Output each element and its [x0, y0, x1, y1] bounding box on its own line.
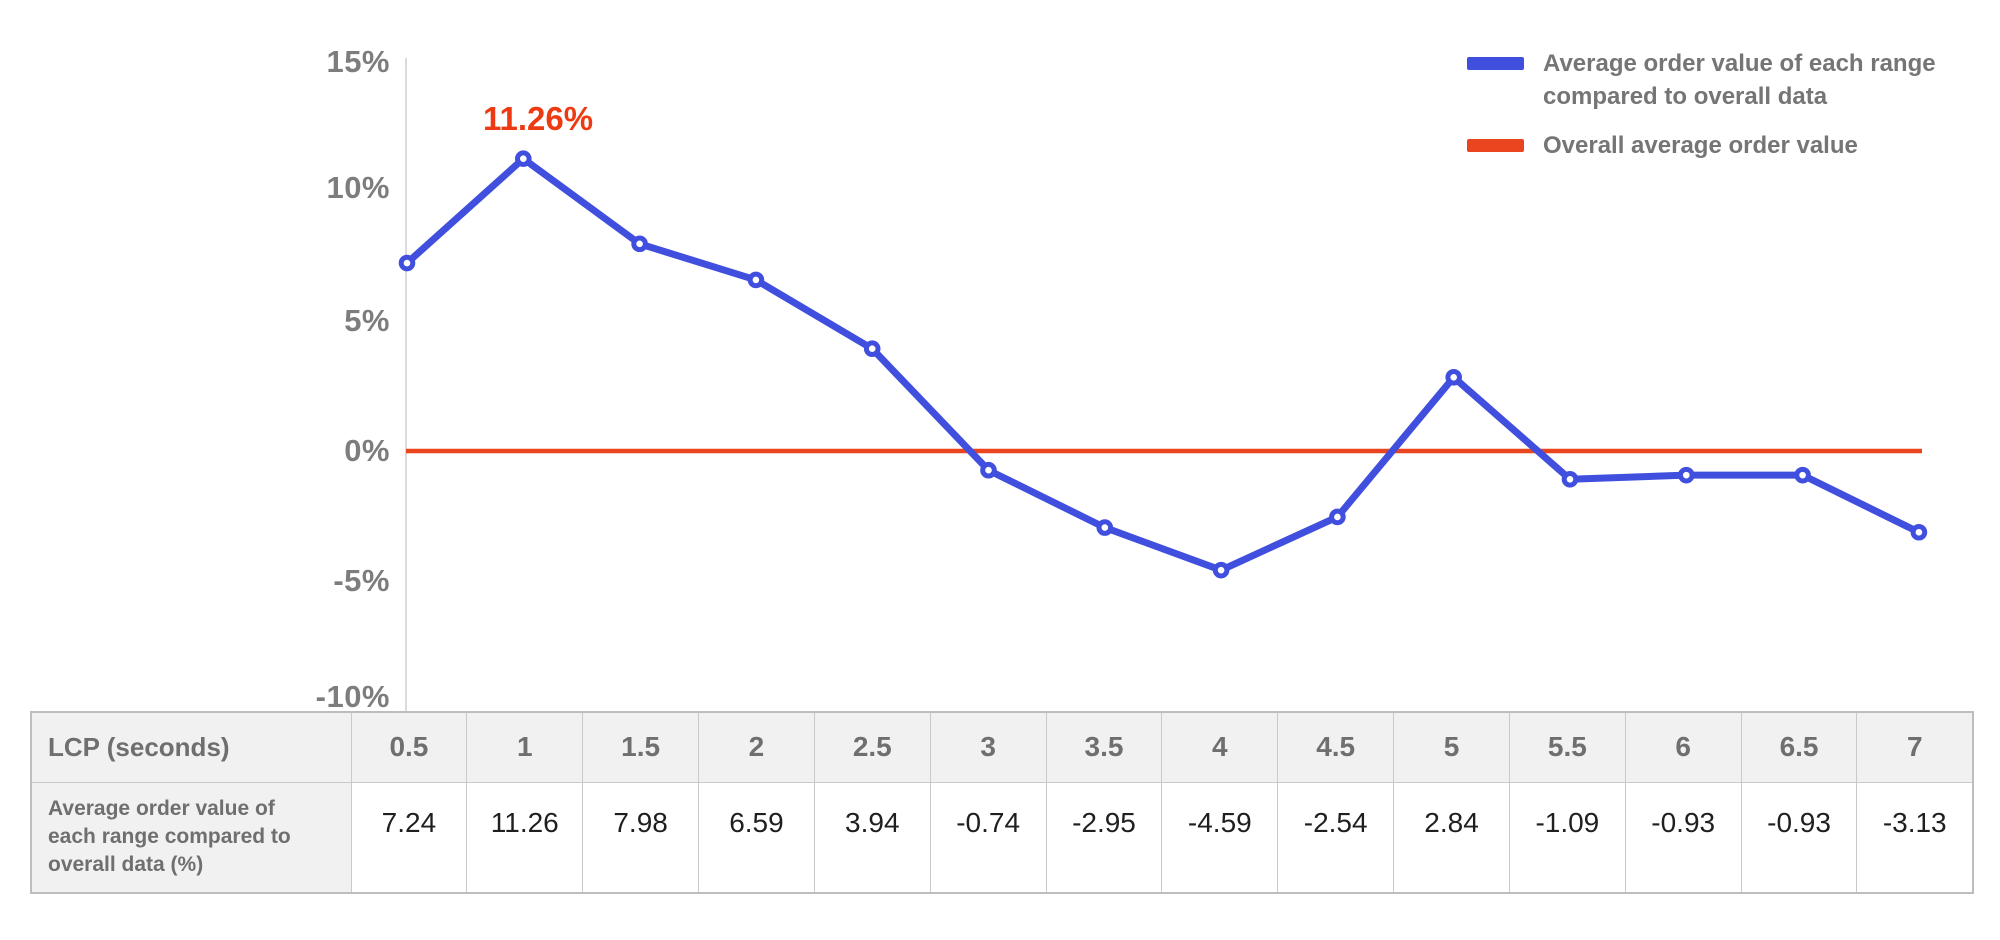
aov-value-cell: -0.93: [1740, 781, 1858, 894]
data-point-marker: [1096, 519, 1114, 536]
lcp-value-cell: 4.5: [1277, 711, 1395, 783]
data-point-marker: [1329, 508, 1346, 526]
data-point-marker: [398, 254, 416, 272]
peak-value-annotation: 11.26%: [482, 100, 594, 137]
aov-value-cell: -0.74: [929, 781, 1047, 894]
lcp-header-cell: LCP (seconds): [30, 711, 352, 783]
aov-value-cell: -4.59: [1161, 781, 1279, 894]
y-axis-tick-label: 15%: [326, 44, 390, 79]
data-point-marker: [747, 271, 765, 289]
data-point-marker: [1794, 466, 1811, 484]
lcp-value-cell: 6.5: [1740, 711, 1858, 783]
data-point-marker: [631, 235, 648, 253]
aov-value-cell: -0.93: [1624, 781, 1742, 894]
lcp-value-cell: 3: [929, 711, 1047, 783]
lcp-value-cell: 5.5: [1508, 711, 1626, 783]
aov-value-cell: -1.09: [1508, 781, 1626, 894]
y-axis-tick-label: -5%: [333, 563, 390, 598]
aov-row-label-cell: Average order value of each range compar…: [30, 781, 352, 894]
data-point-marker: [1678, 466, 1695, 484]
data-point-marker: [1561, 470, 1579, 488]
data-point-marker: [980, 461, 997, 479]
lcp-value-cell: 0.5: [350, 711, 468, 783]
lcp-value-cell: 2.5: [813, 711, 931, 783]
aov-value-cell: 3.94: [813, 781, 931, 894]
overall-average-swatch-icon: [1467, 139, 1524, 152]
aov-value-cell: 7.24: [350, 781, 468, 894]
lcp-aov-chart: [398, 58, 1928, 711]
legend: Average order value of each range compar…: [1467, 47, 1957, 162]
y-axis-tick-label: 10%: [326, 170, 390, 205]
legend-item-aov-series: Average order value of each range compar…: [1467, 47, 1957, 113]
legend-label-aov-series: Average order value of each range compar…: [1543, 50, 1936, 110]
table-row-aov: Average order value of each range compar…: [30, 781, 1974, 894]
aov-value-cell: 7.98: [582, 781, 700, 894]
y-axis-tick-label: -10%: [315, 679, 390, 714]
aov-value-cell: -2.54: [1277, 781, 1395, 894]
aov-series-swatch-icon: [1467, 57, 1524, 70]
aov-value-cell: 2.84: [1393, 781, 1510, 894]
aov-value-cell: -2.95: [1045, 781, 1163, 894]
lcp-value-cell: 6: [1624, 711, 1742, 783]
data-point-marker: [1445, 368, 1462, 386]
data-point-marker: [1212, 561, 1230, 579]
legend-label-overall-average: Overall average order value: [1543, 132, 1858, 159]
lcp-value-cell: 3.5: [1045, 711, 1163, 783]
aov-value-cell: 11.26: [466, 781, 584, 894]
aov-value-cell: -3.13: [1856, 781, 1974, 894]
data-point-marker: [863, 340, 881, 358]
y-axis-tick-label: 5%: [344, 303, 390, 338]
lcp-value-cell: 2: [698, 711, 815, 783]
lcp-value-cell: 4: [1161, 711, 1279, 783]
data-table: LCP (seconds) 0.5 1 1.5 2 2.5 3 3.5 4 4.…: [30, 711, 1974, 894]
lcp-value-cell: 1.5: [582, 711, 700, 783]
aov-series-line: [403, 155, 1923, 574]
lcp-value-cell: 5: [1393, 711, 1510, 783]
data-point-marker: [515, 150, 532, 167]
data-point-marker: [1910, 523, 1928, 541]
table-row-lcp: LCP (seconds) 0.5 1 1.5 2 2.5 3 3.5 4 4.…: [30, 711, 1974, 783]
lcp-value-cell: 7: [1856, 711, 1974, 783]
lcp-value-cell: 1: [466, 711, 584, 783]
aov-value-cell: 6.59: [698, 781, 815, 894]
legend-item-overall-average: Overall average order value: [1467, 129, 1957, 162]
y-axis-tick-label: 0%: [344, 433, 390, 468]
